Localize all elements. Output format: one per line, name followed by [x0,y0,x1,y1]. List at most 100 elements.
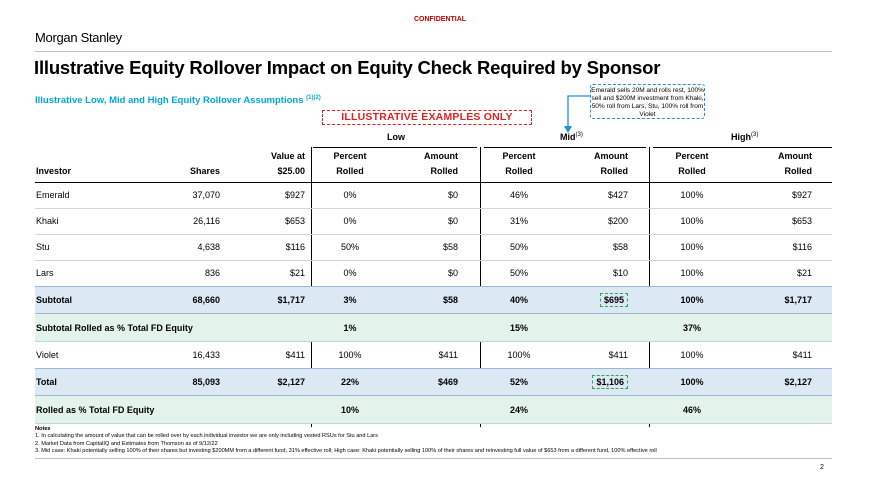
cell-value: $927 [284,190,305,200]
cell-value: $927 [230,190,305,200]
group-mid-rule [484,147,646,148]
cell-low-amt: $58 [400,242,458,252]
cell-shares: 26,116 [150,216,220,226]
cell-mid-pct: 50% [494,268,544,278]
cell-value: Khaki [36,216,59,226]
cell-value: Lars [36,268,54,278]
cell-value: 16,433 [192,350,220,360]
cell-low-pct: 0% [325,216,375,226]
cell-value: 50% [509,242,528,252]
header-mid-amount: Amount [594,151,628,161]
cell-value: 100% [680,242,704,252]
cell-low-amt: $469 [400,377,458,387]
cell-value: 0% [343,190,357,200]
cell-low-amt: $0 [400,190,458,200]
note-item: 3. Mid case: Khaki potentially selling 1… [35,448,657,455]
cell-low-pct: 22% [325,377,375,387]
cell-value: $411 [438,350,458,360]
cell-value: $695 [599,293,628,307]
cell-value: 100% [338,350,362,360]
cell-value: $411 [608,350,628,360]
cell-investor: Lars [36,268,296,278]
cell-value: 31% [509,216,528,226]
cell-value: $21 [230,268,305,278]
page-number: 2 [820,464,824,471]
cell-value: 68,660 [192,295,220,305]
cell-mid-amt: $427 [560,190,628,200]
cell-shares: 836 [150,268,220,278]
cell-mid-amt: $411 [560,350,628,360]
cell-value: $0 [447,268,458,278]
cell-value: Rolled as % Total FD Equity [36,405,155,415]
cell-value: 50% [340,242,359,252]
header-mid-rolled-amt: Rolled [600,166,628,176]
section-subtitle: Illustrative Low, Mid and High Equity Ro… [35,95,321,106]
cell-value: $469 [437,377,458,387]
cell-high-pct: 100% [667,295,717,305]
cell-value: 3% [343,295,357,305]
cell-value: $1,106 [592,375,628,389]
cell-high-amt: $2,127 [754,377,812,387]
cell-value: $116 [285,242,305,252]
cell-value: $21 [289,268,305,278]
cell-investor: Stu [36,242,296,252]
cell-investor: Khaki [36,216,296,226]
cell-value: 37% [682,323,701,333]
cell-investor: Total [36,377,296,387]
mid-case-callout: Emerald sells 20M and rolls rest, 100% s… [590,84,705,119]
cell-mid-pct: 24% [494,405,544,415]
cell-mid-pct: 31% [494,216,544,226]
cell-low-pct: 10% [325,405,375,415]
cell-value: 100% [680,216,704,226]
header-value-top: Value at [270,151,305,161]
cell-value: 85,093 [192,377,220,387]
cell-shares: 16,433 [150,350,220,360]
notes-title: Notes [35,426,51,432]
cell-mid-pct: 15% [494,323,544,333]
cell-high-amt: $1,717 [754,295,812,305]
group-low-label: Low [387,132,405,142]
group-low-rule [313,147,477,148]
cell-mid-amt: $58 [560,242,628,252]
cell-value: $411 [792,350,812,360]
cell-investor: Emerald [36,190,296,200]
cell-value: $411 [285,350,305,360]
group-high-footnote: (3) [751,132,759,138]
header-investor: Investor [36,166,72,176]
cell-high-amt: $411 [754,350,812,360]
header-mid-percent: Percent [502,151,536,161]
note-item: 1. In calculating the amount of value th… [35,433,378,440]
cell-value: 37,070 [192,190,220,200]
cell-value: 46% [682,405,701,415]
cell-value: Total [36,377,57,387]
subtitle-footnote-ref: (1)(2) [306,95,321,101]
cell-value: $1,717 [784,295,812,305]
group-mid-label: Mid [560,132,576,142]
cell-value: $58 [442,295,458,305]
cell-investor: Rolled as % Total FD Equity [36,405,296,415]
cell-high-pct: 100% [667,268,717,278]
group-mid-footnote: (3) [575,132,583,138]
cell-value: $0 [447,190,458,200]
cell-value: $653 [230,216,305,226]
cell-low-pct: 0% [325,268,375,278]
cell-value: 100% [680,268,704,278]
cell-low-pct: 3% [325,295,375,305]
cell-mid-pct: 46% [494,190,544,200]
cell-value: $1,717 [230,295,305,305]
table-row [35,233,832,261]
footnotes: Notes 1. In calculating the amount of va… [35,426,657,456]
cell-shares: 37,070 [150,190,220,200]
cell-value: $427 [607,190,628,200]
group-high: High(3) [731,132,758,142]
cell-value: 100% [680,377,704,387]
cell-value: $2,127 [230,377,305,387]
cell-value: Violet [36,350,59,360]
cell-value: 100% [680,190,704,200]
header-divider [35,51,832,52]
cell-value: $10 [612,268,628,278]
subtitle-text: Illustrative Low, Mid and High Equity Ro… [35,95,304,107]
cell-value: $58 [442,242,458,252]
cell-value: $0 [447,216,458,226]
header-high-rolled: Rolled [678,166,706,176]
